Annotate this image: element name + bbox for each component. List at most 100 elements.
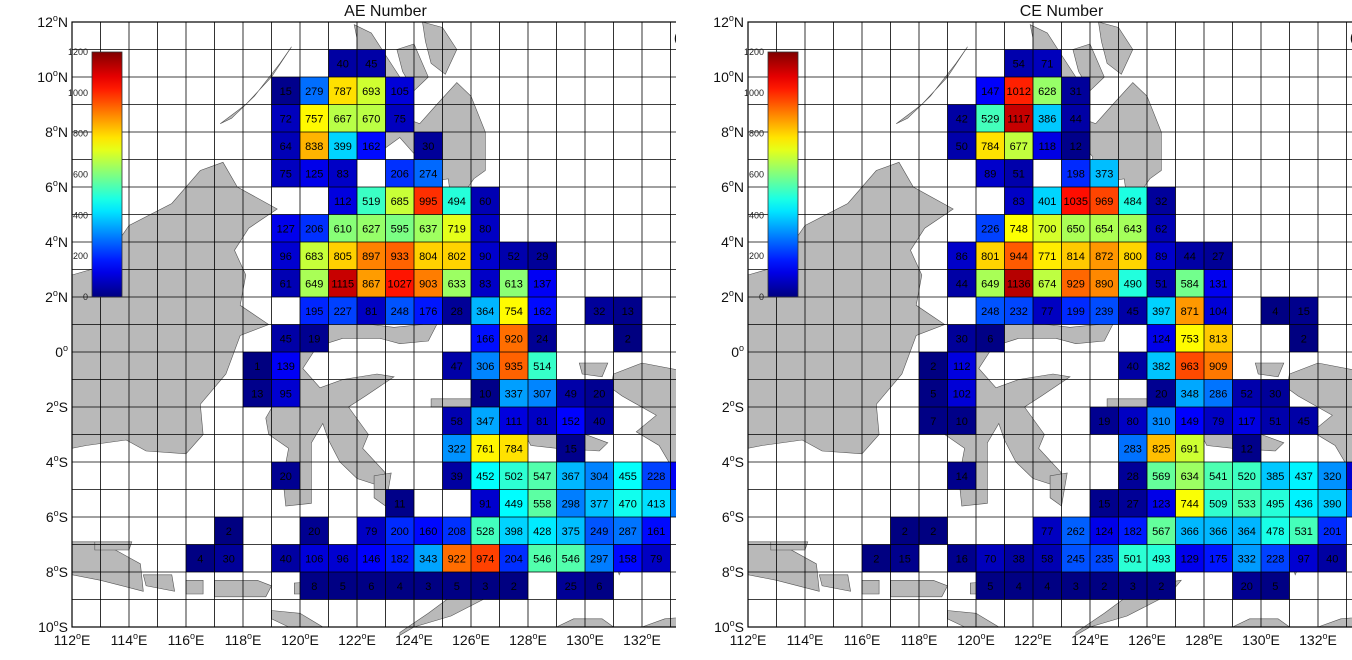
heatmap-cell: [670, 462, 676, 490]
heatmap-cell: [328, 572, 357, 600]
heatmap-cell: [642, 489, 671, 517]
heatmap-cell: [613, 517, 642, 545]
cell-value-label: 104: [1209, 306, 1227, 318]
heatmap-cell: [1147, 242, 1176, 270]
heatmap-cell: [385, 269, 414, 297]
heatmap-cell: [1261, 489, 1290, 517]
heatmap-cell: [414, 159, 443, 187]
heatmap-cell: [385, 77, 414, 105]
heatmap-cell: [300, 517, 329, 545]
land-polygon: [430, 398, 472, 408]
cell-value-label: 567: [1152, 526, 1170, 538]
y-tick-label: 10oS: [714, 618, 744, 635]
heatmap-cell: [328, 187, 357, 215]
cell-value-label: 161: [647, 526, 665, 538]
y-tick-label: 2oN: [721, 288, 744, 305]
heatmap-cell: [328, 77, 357, 105]
heatmap-cell: [947, 544, 976, 572]
cell-value-label: 80: [1127, 416, 1139, 428]
cell-value-label: 514: [533, 361, 551, 373]
cell-value-label: 198: [1067, 168, 1085, 180]
x-tick-label: 124oE: [1071, 631, 1109, 648]
cell-value-label: 30: [422, 141, 434, 153]
heatmap-cell: [328, 104, 357, 132]
cell-value-label: 2: [625, 333, 631, 345]
cell-value-label: 348: [1181, 388, 1199, 400]
cell-value-label: 519: [362, 196, 380, 208]
colorbar-tick-label: 800: [749, 129, 764, 139]
heatmap-cell: [499, 324, 528, 352]
cell-value-label: 127: [277, 223, 295, 235]
heatmap-cell: [442, 517, 471, 545]
heatmap-cell: [385, 297, 414, 325]
heatmap-cell: [328, 297, 357, 325]
heatmap-cell: [556, 572, 585, 600]
cell-value-label: 322: [448, 443, 466, 455]
heatmap-cell: [919, 379, 948, 407]
heatmap-cell: [1232, 544, 1261, 572]
y-tick-label: 6oS: [46, 508, 68, 525]
heatmap-cell: [1204, 544, 1233, 572]
heatmap-cell: [442, 407, 471, 435]
heatmap-cell: [585, 379, 614, 407]
cell-value-label: 112: [953, 361, 971, 373]
cell-value-label: 4: [1044, 581, 1050, 593]
cell-value-label: 787: [334, 86, 352, 98]
heatmap-cell: [271, 352, 300, 380]
cell-value-label: 279: [305, 86, 323, 98]
y-tick-label: 4oS: [46, 453, 68, 470]
cell-value-label: 531: [1295, 526, 1313, 538]
heatmap-cell: [613, 489, 642, 517]
heatmap-cell: [471, 324, 500, 352]
cell-value-label: 802: [448, 251, 466, 263]
heatmap-cell: [1118, 517, 1147, 545]
cell-value-label: 5: [1272, 581, 1278, 593]
heatmap-cell: [528, 324, 557, 352]
cell-value-label: 546: [533, 553, 551, 565]
heatmap-cell: [613, 297, 642, 325]
y-tick-label: 12oN: [37, 13, 68, 30]
heatmap-cell: [414, 242, 443, 270]
heatmap-cell: [1061, 104, 1090, 132]
cell-value-label: 867: [362, 278, 380, 290]
heatmap-cell: [670, 489, 676, 517]
heatmap-cell: [1175, 434, 1204, 462]
cell-value-label: 70: [984, 553, 996, 565]
cell-value-label: 801: [981, 251, 999, 263]
heatmap-cell: [300, 104, 329, 132]
cell-value-label: 71: [1041, 58, 1053, 70]
cell-value-label: 628: [1038, 86, 1056, 98]
cell-value-label: 40: [280, 553, 292, 565]
heatmap-cell: [1033, 49, 1062, 77]
heatmap-cell: [243, 379, 272, 407]
heatmap-cell: [1204, 489, 1233, 517]
cell-value-label: 111: [505, 416, 522, 428]
heatmap-cell: [1118, 214, 1147, 242]
land-layer: [71, 21, 676, 636]
heatmap-cell: [1289, 462, 1318, 490]
heatmap-cell: [1090, 297, 1119, 325]
cell-value-label: 32: [1155, 196, 1167, 208]
heatmap-cell: [528, 544, 557, 572]
heatmap-cell: [1004, 269, 1033, 297]
cell-value-label: 32: [593, 306, 605, 318]
heatmap-cell: [385, 517, 414, 545]
heatmap-cell: [1232, 434, 1261, 462]
heatmap-cell: [1147, 434, 1176, 462]
heatmap-cell: [499, 572, 528, 600]
y-tick-label: 0o: [55, 343, 68, 360]
heatmap-cell: [357, 104, 386, 132]
heatmap-cell: [1033, 132, 1062, 160]
heatmap-cell: [1289, 324, 1318, 352]
land-polygon: [896, 46, 968, 124]
heatmap-cell: [357, 49, 386, 77]
cell-value-label: 195: [305, 306, 323, 318]
cell-value-label: 149: [1181, 416, 1199, 428]
cell-value-label: 428: [533, 526, 551, 538]
cell-value-label: 54: [1013, 58, 1025, 70]
cell-value-label: 199: [1067, 306, 1085, 318]
cell-value-label: 753: [1181, 333, 1199, 345]
heatmap-cell: [1204, 297, 1233, 325]
heatmap-cell: [300, 132, 329, 160]
cell-value-label: 813: [1209, 333, 1227, 345]
